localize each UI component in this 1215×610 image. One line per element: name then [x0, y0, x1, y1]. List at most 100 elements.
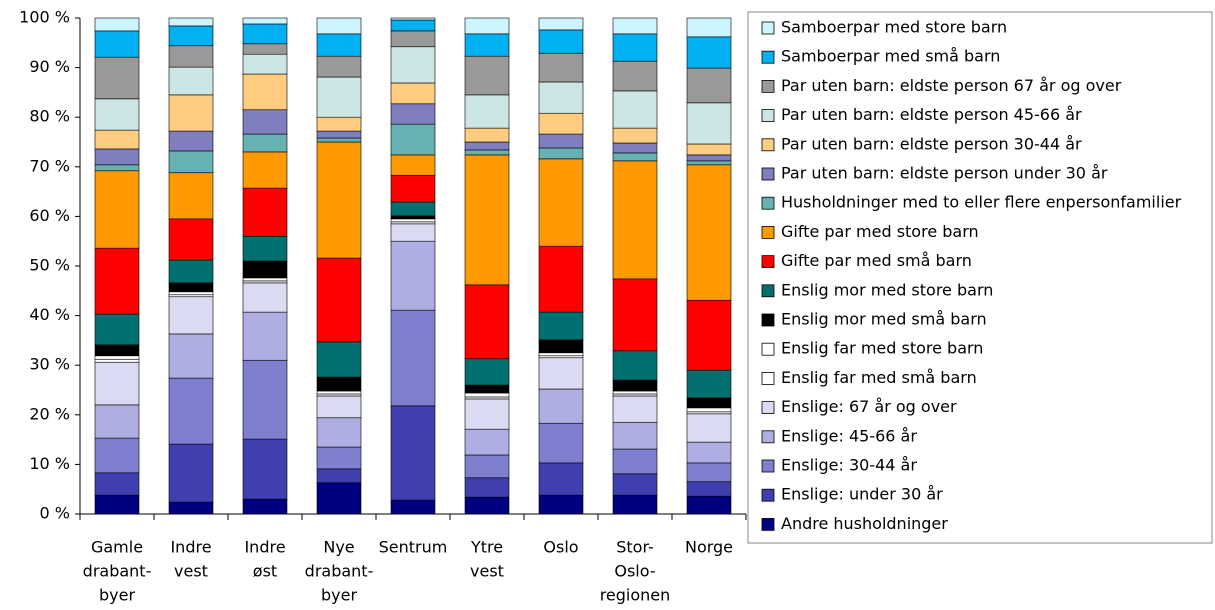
bar-segment [538, 388, 584, 424]
bar-segment [686, 407, 732, 413]
x-tick-label: Oslo [543, 538, 578, 557]
bar-segment [538, 339, 584, 354]
bar-segment [390, 19, 436, 32]
bar-segment [390, 218, 436, 223]
bar-segment [242, 438, 288, 500]
bar-segment [538, 52, 584, 83]
bar-segment [538, 81, 584, 114]
x-tick-label: Indre [170, 538, 211, 557]
x-tick-label: Norge [685, 538, 733, 557]
legend-swatch [761, 430, 775, 444]
bar-segment [538, 422, 584, 464]
x-tick-label: Sentrum [379, 538, 448, 557]
legend-label: Husholdninger med to eller flere enperso… [781, 193, 1182, 212]
y-tick-label: 0 % [40, 504, 70, 523]
bar-segment [390, 82, 436, 105]
bar-segment [316, 257, 362, 343]
bar-segment [464, 17, 510, 35]
legend-label: Samboerpar med store barn [781, 18, 1007, 37]
bar-segment [94, 355, 140, 360]
bar-segment [390, 405, 436, 501]
bar-segment [168, 259, 214, 284]
bar-segment [464, 141, 510, 151]
legend-label: Par uten barn: eldste person 30-44 år [781, 134, 1082, 153]
bar-segment [390, 223, 436, 242]
bar-segment [686, 143, 732, 156]
bar-segment [612, 278, 658, 352]
bar-segment [316, 390, 362, 395]
bar-segment [612, 379, 658, 392]
bar-segment [94, 30, 140, 58]
bar-segment [242, 498, 288, 515]
bar-segment [390, 154, 436, 176]
bar-segment [316, 482, 362, 515]
legend-label: Enslige: 45-66 år [781, 426, 917, 445]
legend-label: Gifte par med store barn [781, 222, 979, 241]
bar-segment [464, 477, 510, 498]
bar-segment [390, 215, 436, 220]
bar-segment [686, 17, 732, 38]
bar-segment [464, 384, 510, 394]
bar-segment [242, 187, 288, 237]
bar-segment [686, 462, 732, 483]
bar-segment [242, 73, 288, 111]
bar-segment [538, 112, 584, 135]
bar-segment [464, 454, 510, 479]
bar-segment [316, 468, 362, 484]
bar-segment [242, 133, 288, 153]
bar-segment [686, 102, 732, 145]
legend-label: Par uten barn: eldste person under 30 år [781, 164, 1108, 183]
bar-segment [390, 30, 436, 48]
bar-segment [316, 395, 362, 419]
legend-swatch [761, 80, 775, 93]
x-tick-label: drabant- [305, 562, 374, 581]
legend-swatch [761, 167, 775, 181]
bar-segment [242, 235, 288, 262]
x-tick-label: vest [174, 562, 208, 581]
bar-segment [242, 359, 288, 440]
bar-segment [390, 17, 436, 21]
legend-label: Par uten barn: eldste person 67 år og ov… [781, 76, 1122, 95]
bar-segment [316, 33, 362, 57]
legend-swatch [761, 342, 775, 356]
y-tick-label: 100 % [19, 8, 70, 27]
bar-segment [390, 103, 436, 125]
bar-segment [242, 23, 288, 45]
bar-segment [242, 43, 288, 55]
bar-segment [686, 441, 732, 464]
bar-segment [464, 154, 510, 286]
bar-segment [464, 33, 510, 57]
bar-segment [612, 160, 658, 280]
bar-segment [686, 299, 732, 371]
bar-segment [168, 282, 214, 293]
x-tick-label: øst [253, 562, 277, 581]
bar-segment [94, 344, 140, 357]
x-tick-label: regionen [600, 586, 671, 605]
bar-segment [316, 341, 362, 378]
bar-segment [464, 358, 510, 386]
legend-label: Gifte par med små barn [781, 251, 972, 270]
bar-segment [242, 260, 288, 279]
bar-segment [538, 147, 584, 160]
bar-segment [94, 494, 140, 515]
legend-swatch [761, 255, 775, 269]
y-tick-label: 40 % [29, 305, 70, 324]
y-tick-label: 60 % [29, 206, 70, 225]
bar-segment [538, 311, 584, 341]
bar-segment [168, 291, 214, 296]
bar-segment [612, 152, 658, 162]
bar-segment [94, 17, 140, 32]
bar-segment [316, 17, 362, 35]
legend-swatch [761, 21, 775, 35]
bar-segment [612, 395, 658, 423]
legend-swatch [761, 284, 775, 298]
bar-segment [612, 448, 658, 475]
bar-segment [94, 472, 140, 496]
x-tick-label: drabant- [83, 562, 152, 581]
bar-segment [612, 17, 658, 35]
bar-segment [686, 413, 732, 443]
bar-segment [390, 309, 436, 407]
legend-label: Enslig far med små barn [781, 368, 977, 387]
bar-segment [168, 377, 214, 445]
